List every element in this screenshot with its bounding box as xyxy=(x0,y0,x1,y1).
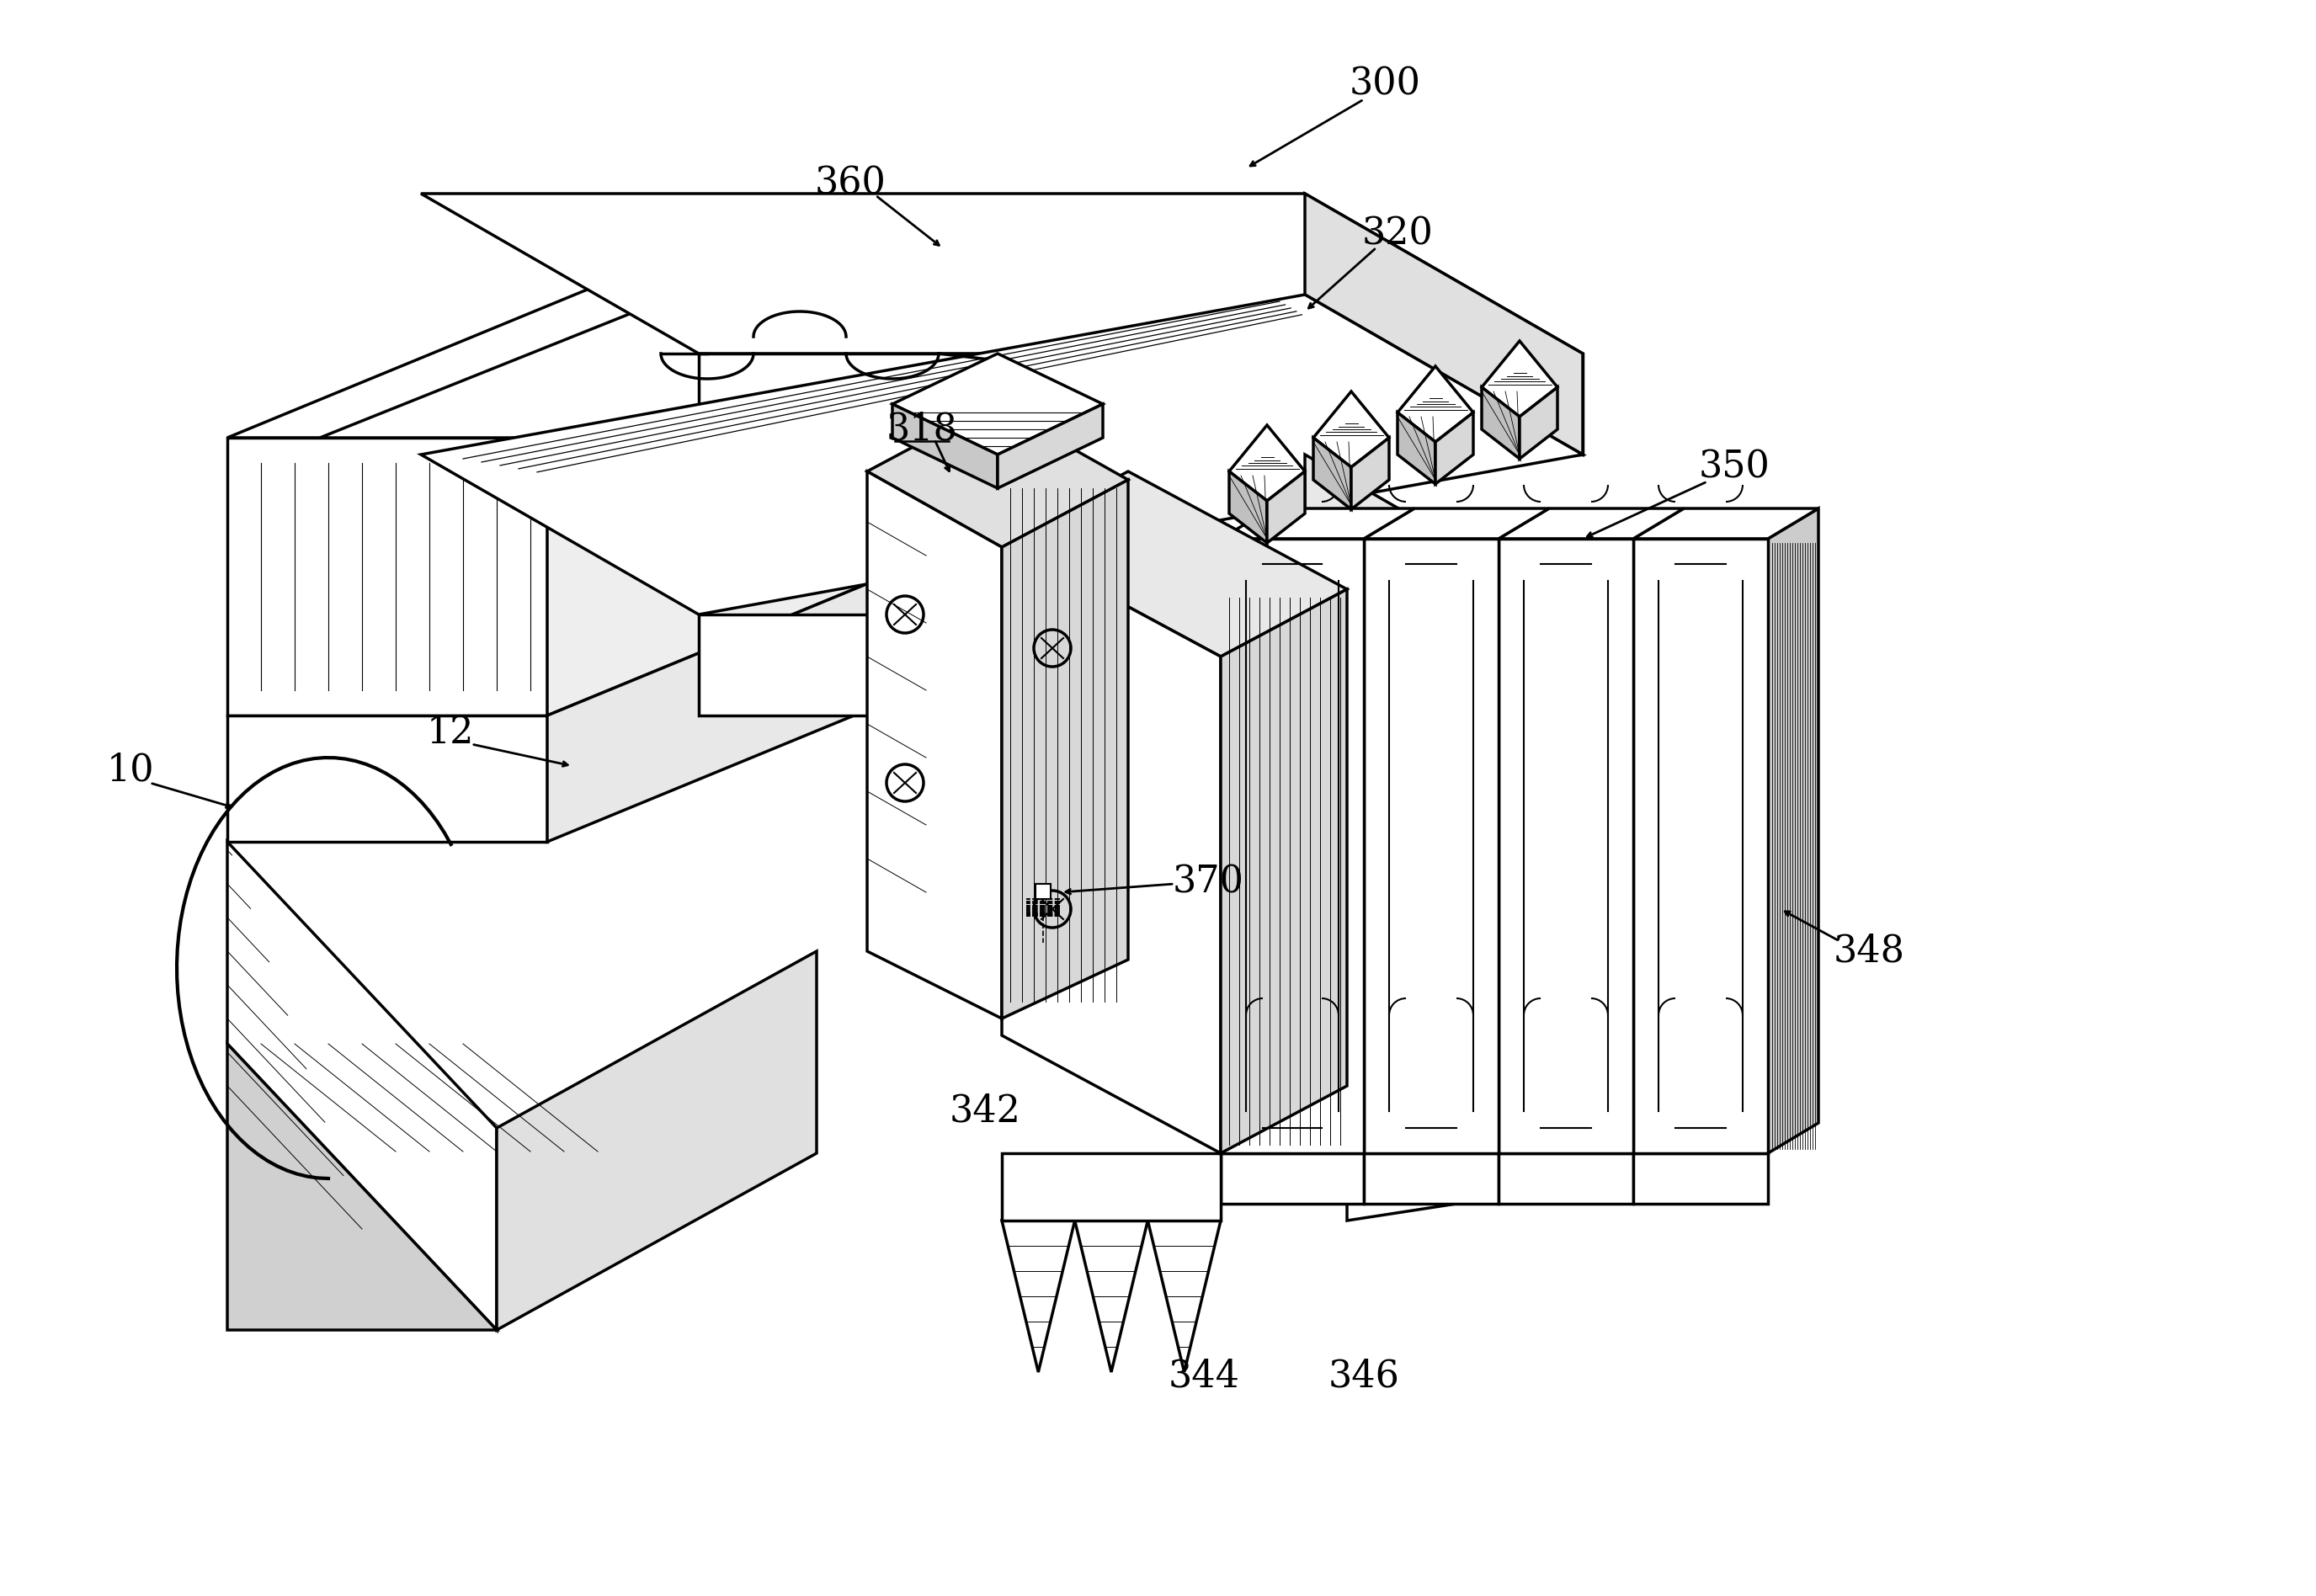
Polygon shape xyxy=(892,354,1102,455)
Polygon shape xyxy=(998,404,1102,488)
Polygon shape xyxy=(699,614,1582,715)
Polygon shape xyxy=(1482,388,1519,458)
Polygon shape xyxy=(892,404,998,488)
Polygon shape xyxy=(1633,1154,1767,1203)
Polygon shape xyxy=(320,303,977,437)
Polygon shape xyxy=(1498,1154,1633,1203)
Polygon shape xyxy=(496,951,818,1329)
Polygon shape xyxy=(1230,471,1267,543)
Polygon shape xyxy=(422,295,1582,614)
Polygon shape xyxy=(1003,1154,1221,1221)
Polygon shape xyxy=(422,193,1582,354)
Text: 318: 318 xyxy=(887,412,957,447)
Polygon shape xyxy=(1482,342,1556,417)
Polygon shape xyxy=(1364,1154,1498,1203)
Polygon shape xyxy=(1221,509,1415,539)
Text: 350: 350 xyxy=(1698,448,1769,485)
Text: 300: 300 xyxy=(1350,65,1420,102)
Polygon shape xyxy=(1498,539,1633,1154)
Polygon shape xyxy=(227,841,496,1329)
Polygon shape xyxy=(866,471,1003,1018)
Polygon shape xyxy=(1348,1119,1566,1221)
Polygon shape xyxy=(1230,425,1304,501)
Polygon shape xyxy=(866,404,1128,547)
Polygon shape xyxy=(1267,471,1304,543)
Polygon shape xyxy=(227,437,547,715)
Text: 360: 360 xyxy=(815,166,887,201)
Text: 370: 370 xyxy=(1172,863,1244,900)
Polygon shape xyxy=(1003,1221,1075,1373)
Text: 342: 342 xyxy=(950,1093,1021,1130)
Polygon shape xyxy=(1364,509,1549,539)
Polygon shape xyxy=(1633,509,1818,539)
Polygon shape xyxy=(1436,412,1473,484)
Text: 344: 344 xyxy=(1167,1358,1239,1395)
Polygon shape xyxy=(227,1044,496,1329)
Polygon shape xyxy=(1003,539,1221,1154)
Polygon shape xyxy=(547,539,977,841)
Polygon shape xyxy=(1035,884,1051,899)
Polygon shape xyxy=(699,354,1582,455)
Polygon shape xyxy=(1221,1154,1364,1203)
Polygon shape xyxy=(1003,480,1128,1018)
Polygon shape xyxy=(1075,1221,1149,1373)
Polygon shape xyxy=(1313,437,1350,509)
Text: 348: 348 xyxy=(1834,934,1904,969)
Polygon shape xyxy=(1519,388,1556,458)
Polygon shape xyxy=(1304,455,1582,715)
Text: 10: 10 xyxy=(107,752,155,788)
Polygon shape xyxy=(1397,412,1436,484)
Polygon shape xyxy=(1633,539,1767,1154)
Polygon shape xyxy=(547,262,977,715)
Polygon shape xyxy=(1221,539,1364,1154)
Polygon shape xyxy=(1498,509,1684,539)
Polygon shape xyxy=(1364,539,1498,1154)
Text: 320: 320 xyxy=(1362,215,1434,252)
Polygon shape xyxy=(1350,437,1390,509)
Polygon shape xyxy=(1313,391,1390,468)
Polygon shape xyxy=(1003,471,1348,656)
Text: 12: 12 xyxy=(426,713,475,750)
Polygon shape xyxy=(1767,509,1818,1154)
Polygon shape xyxy=(1221,589,1348,1154)
Polygon shape xyxy=(1149,1221,1221,1373)
Text: 346: 346 xyxy=(1327,1358,1399,1395)
Polygon shape xyxy=(1397,365,1473,442)
Polygon shape xyxy=(1304,193,1582,455)
Polygon shape xyxy=(227,715,547,841)
Polygon shape xyxy=(227,262,977,437)
